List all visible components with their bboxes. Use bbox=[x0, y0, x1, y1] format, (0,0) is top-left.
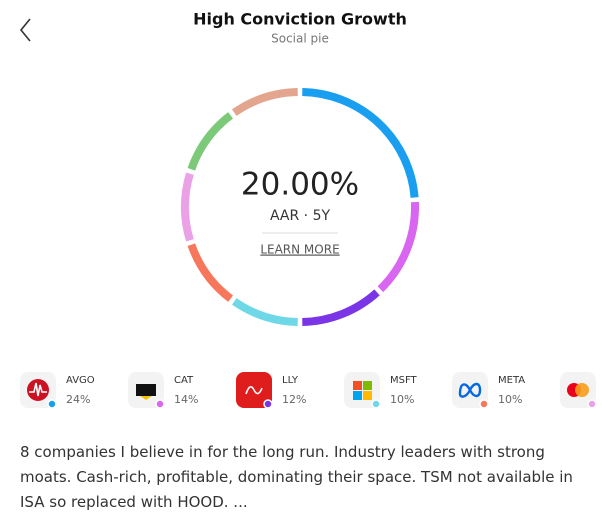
return-value: 20.00% bbox=[241, 167, 359, 203]
learn-more[interactable]: LEARN MORE bbox=[260, 243, 339, 257]
ticker: MSFT bbox=[390, 375, 418, 386]
holding[interactable]: META 10% bbox=[452, 372, 525, 409]
title: High Conviction Growth bbox=[193, 10, 407, 29]
pie-segment bbox=[181, 172, 194, 242]
logo bbox=[27, 379, 49, 401]
holding[interactable]: MSFT 10% bbox=[344, 372, 418, 409]
ticker: META bbox=[498, 375, 525, 386]
ticker: LLY bbox=[282, 375, 299, 386]
logo bbox=[245, 386, 263, 395]
back-button[interactable] bbox=[19, 18, 31, 42]
logo bbox=[140, 396, 152, 400]
pie-panel: High Conviction Growth Social pie 20.00%… bbox=[19, 10, 597, 409]
pie-segment bbox=[187, 243, 234, 302]
holding[interactable] bbox=[560, 372, 597, 409]
legend-dot bbox=[371, 399, 381, 409]
pie-segment bbox=[231, 298, 298, 326]
logo bbox=[353, 391, 362, 400]
weight: 10% bbox=[498, 393, 522, 406]
pie-segment bbox=[302, 88, 419, 198]
holding[interactable]: CAT 14% bbox=[128, 372, 198, 409]
return-label: AAR · 5Y bbox=[270, 208, 331, 224]
ticker: CAT bbox=[174, 375, 194, 386]
logo bbox=[29, 382, 47, 397]
description: 8 companies I believe in for the long ru… bbox=[20, 443, 573, 511]
pie-segment bbox=[302, 289, 380, 326]
logo bbox=[458, 382, 482, 398]
logo bbox=[136, 384, 156, 396]
pie-segment bbox=[187, 112, 234, 171]
logo bbox=[363, 391, 372, 400]
subtitle: Social pie bbox=[271, 32, 329, 46]
holding[interactable]: LLY 12% bbox=[236, 372, 306, 409]
weight: 14% bbox=[174, 393, 198, 406]
weight: 12% bbox=[282, 393, 306, 406]
weight: 10% bbox=[390, 393, 414, 406]
pie-segment bbox=[377, 201, 419, 293]
legend-dot bbox=[47, 399, 57, 409]
pie-segment bbox=[231, 88, 298, 116]
ticker: AVGO bbox=[66, 375, 95, 386]
logo bbox=[363, 381, 372, 390]
weight: 24% bbox=[66, 393, 90, 406]
legend-dot bbox=[263, 399, 273, 409]
legend-dot bbox=[479, 399, 489, 409]
holding[interactable]: AVGO 24% bbox=[20, 372, 95, 409]
logo bbox=[575, 383, 589, 397]
legend-dot bbox=[155, 399, 165, 409]
logo bbox=[353, 381, 362, 390]
legend-dot bbox=[587, 399, 597, 409]
